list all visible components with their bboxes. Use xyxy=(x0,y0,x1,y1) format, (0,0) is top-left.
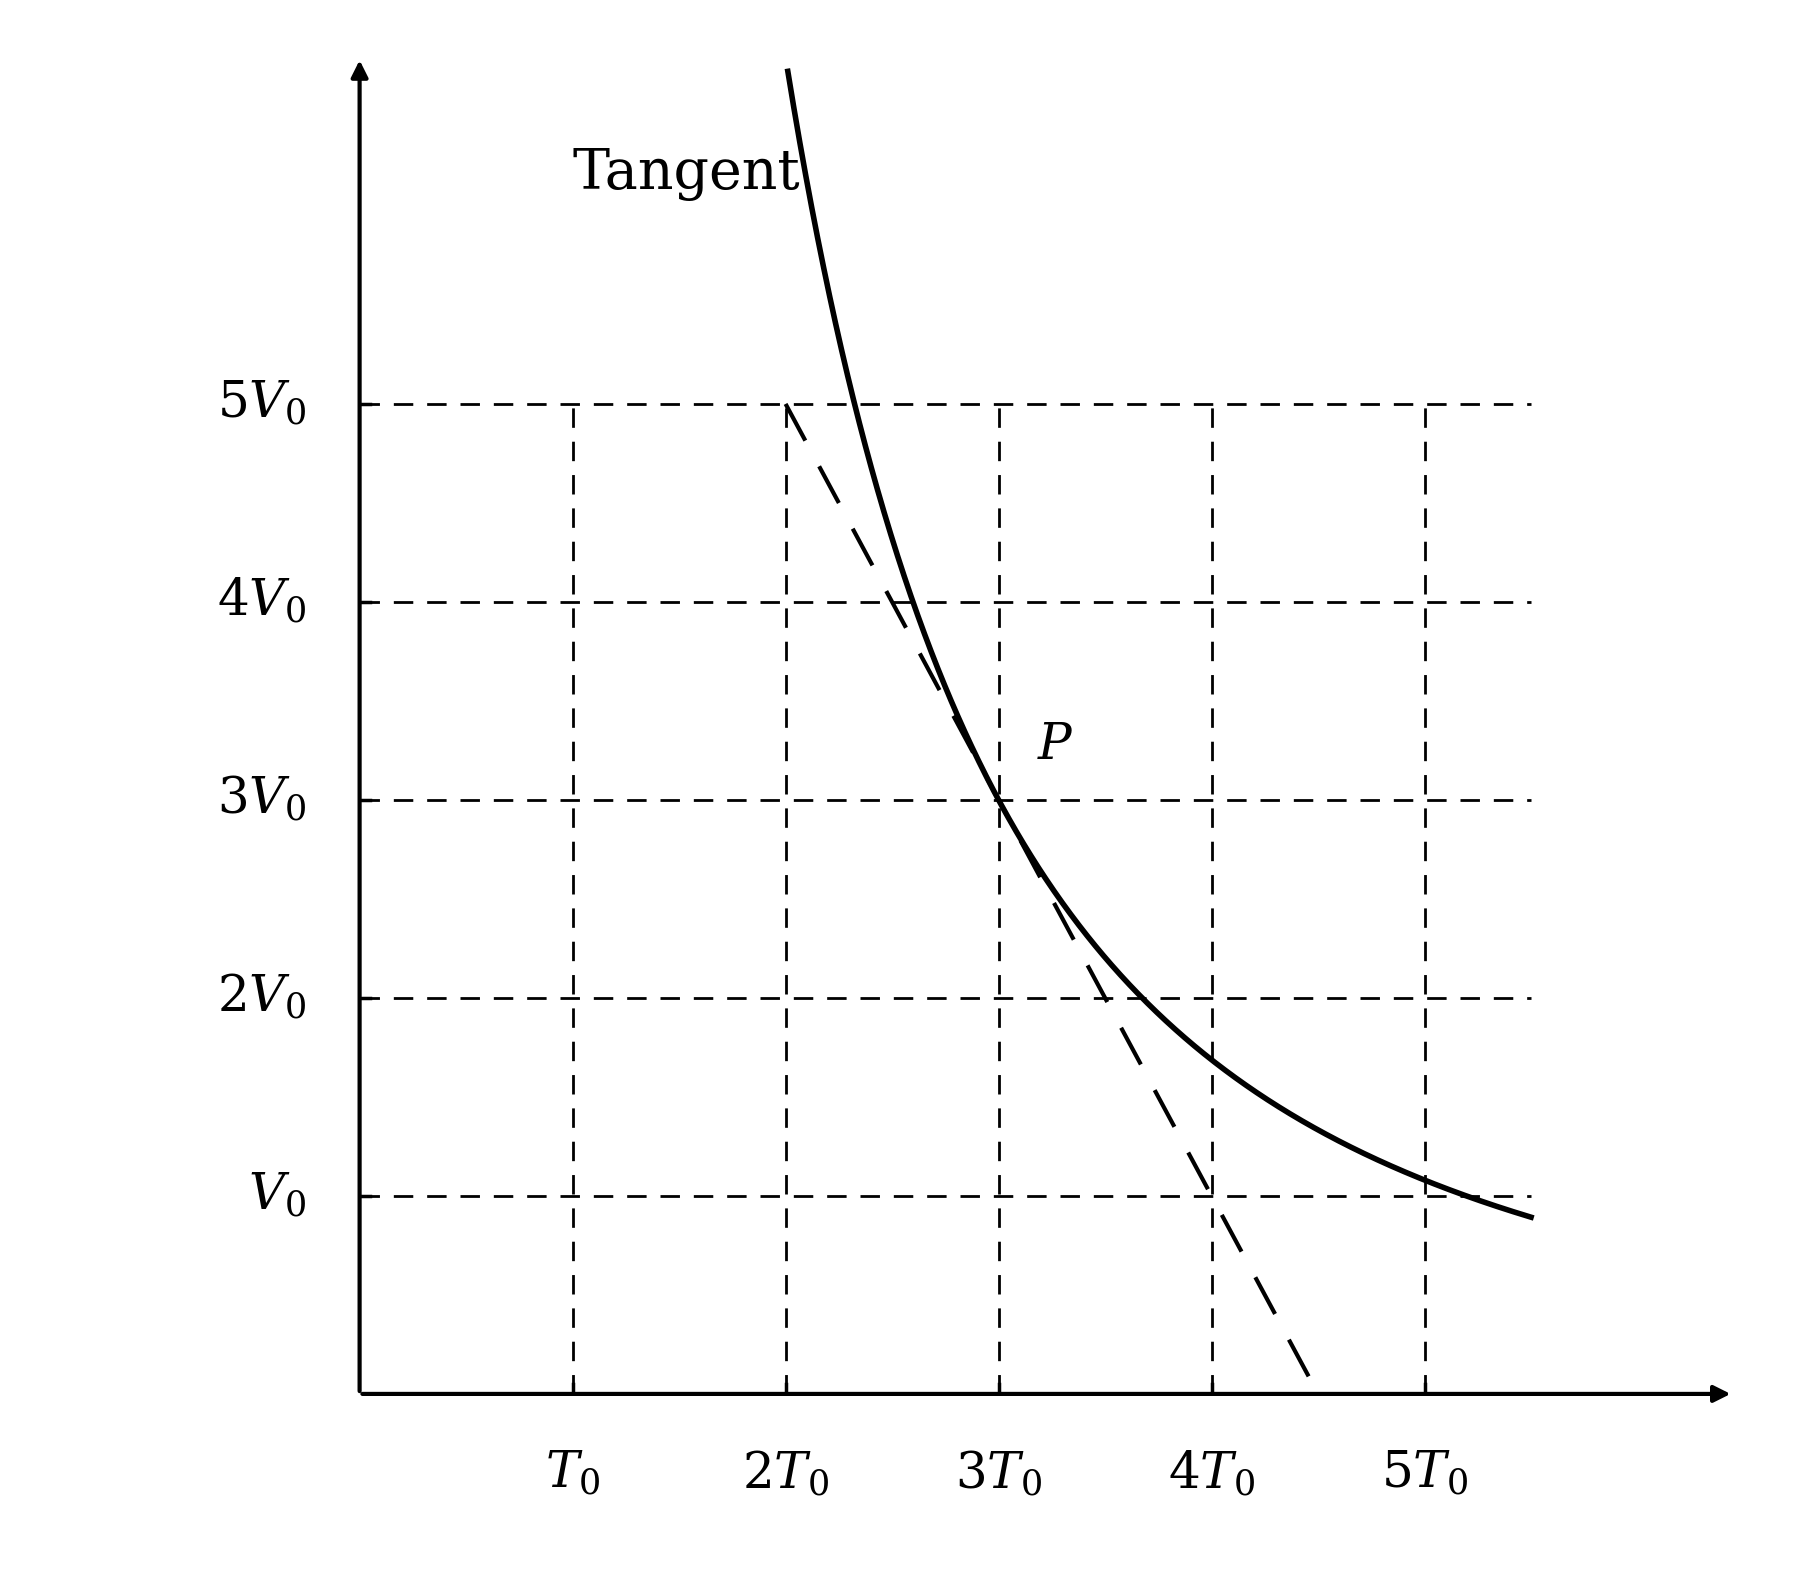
Text: $5T_0$: $5T_0$ xyxy=(1381,1449,1469,1498)
Text: $V_0$: $V_0$ xyxy=(248,1172,306,1220)
Text: $2V_0$: $2V_0$ xyxy=(216,973,306,1023)
Text: $2T_0$: $2T_0$ xyxy=(743,1449,829,1500)
Text: $T_0$: $T_0$ xyxy=(545,1449,601,1498)
Text: Tangent: Tangent xyxy=(572,146,800,201)
Text: $3T_0$: $3T_0$ xyxy=(955,1449,1043,1500)
Text: $5V_0$: $5V_0$ xyxy=(216,380,306,428)
Text: $4V_0$: $4V_0$ xyxy=(216,577,306,627)
Text: $3V_0$: $3V_0$ xyxy=(216,775,306,825)
Text: $\mathit{P}$: $\mathit{P}$ xyxy=(1037,721,1073,770)
Text: $4T_0$: $4T_0$ xyxy=(1169,1449,1255,1500)
